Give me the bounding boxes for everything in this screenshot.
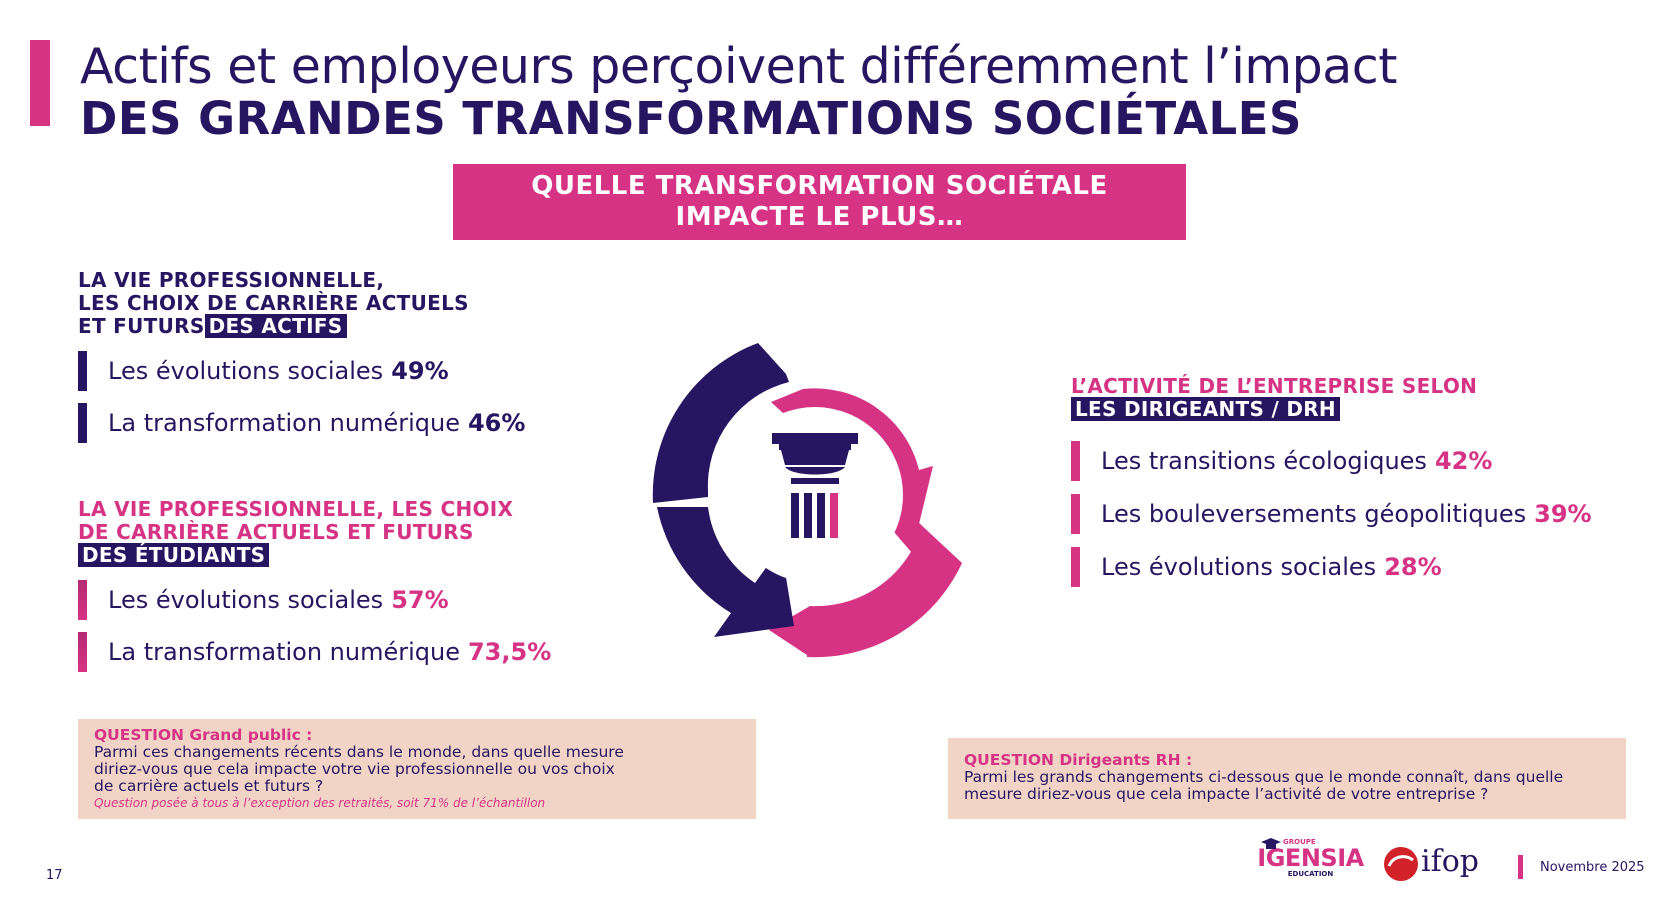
dirigeants-stat-row: Les transitions écologiques 42%: [1071, 441, 1492, 481]
page-title-line2: DES GRANDES TRANSFORMATIONS SOCIÉTALES: [80, 92, 1302, 145]
etudiants-stat-row: La transformation numérique 73,5%: [78, 632, 551, 672]
stat-label: Les évolutions sociales: [1101, 553, 1377, 581]
stat-label: Les transitions écologiques: [1101, 447, 1427, 475]
stat-value: 28%: [1384, 553, 1442, 581]
dirigeants-heading-highlight: LES DIRIGEANTS / DRH: [1071, 397, 1340, 421]
igensia-logo-bottom: EDUCATION: [1287, 870, 1334, 878]
stat-bar: [78, 351, 87, 391]
dirigeants-stat-row: Les évolutions sociales 28%: [1071, 547, 1442, 587]
stat-label: Les évolutions sociales: [108, 586, 384, 614]
stat-value: 39%: [1534, 500, 1592, 528]
etudiants-heading-line1: LA VIE PROFESSIONNELLE, LES CHOIX: [78, 497, 514, 521]
actifs-stat-row: Les évolutions sociales 49%: [78, 351, 449, 391]
graduation-cap-icon: [1261, 838, 1281, 849]
question-dirigeants-title: QUESTION Dirigeants RH :: [964, 751, 1193, 769]
actifs-heading: LA VIE PROFESSIONNELLE, LES CHOIX DE CAR…: [78, 269, 469, 338]
cycle-arrow-bottom-right: [769, 508, 962, 658]
stat-bar: [78, 632, 87, 672]
question-public-line2: diriez-vous que cela impacte votre vie p…: [94, 760, 615, 778]
igensia-logo: GROUPE IGENSIA EDUCATION: [1253, 838, 1368, 888]
cycle-arrow-left-lower: [657, 507, 794, 637]
question-banner: QUELLE TRANSFORMATION SOCIÉTALE IMPACTE …: [453, 164, 1186, 240]
title-accent-bar: [30, 40, 50, 126]
question-public-line3: de carrière actuels et futurs ?: [94, 777, 324, 795]
actifs-stat-row: La transformation numérique 46%: [78, 403, 525, 443]
etudiants-heading-line2: DE CARRIÈRE ACTUELS ET FUTURS: [78, 520, 474, 544]
igensia-logo-main: IGENSIA: [1257, 844, 1364, 872]
column-icon: [772, 433, 858, 538]
banner-line1: QUELLE TRANSFORMATION SOCIÉTALE: [531, 171, 1108, 201]
dirigeants-stat-row: Les bouleversements géopolitiques 39%: [1071, 494, 1592, 534]
ifop-logo: ifop: [1383, 840, 1493, 885]
actifs-heading-line3: ET FUTURS: [78, 314, 205, 338]
etudiants-heading-highlight: DES ÉTUDIANTS: [78, 543, 270, 567]
dirigeants-heading-line1: L’ACTIVITÉ DE L’ENTREPRISE SELON: [1071, 374, 1478, 398]
actifs-heading-highlight: DES ACTIFS: [204, 314, 347, 338]
question-dirigeants-line2: mesure diriez-vous que cela impacte l’ac…: [964, 785, 1489, 803]
stat-bar: [1071, 494, 1080, 534]
footer-separator: [1518, 855, 1523, 879]
footer-date: Novembre 2025: [1540, 860, 1645, 875]
actifs-heading-line1: LA VIE PROFESSIONNELLE,: [78, 268, 385, 292]
stat-bar: [1071, 441, 1080, 481]
question-public-line1: Parmi ces changements récents dans le mo…: [94, 743, 624, 761]
question-public-title: QUESTION Grand public :: [94, 726, 313, 744]
page-title-line1: Actifs et employeurs perçoivent différem…: [80, 38, 1397, 95]
cycle-graphic: [652, 343, 962, 658]
question-box-dirigeants: QUESTION Dirigeants RH : Parmi les grand…: [948, 738, 1626, 819]
stat-value: 49%: [391, 357, 449, 385]
ifop-logo-text: ifop: [1421, 844, 1479, 879]
igensia-logo-top: GROUPE: [1283, 838, 1316, 846]
stat-bar: [1071, 547, 1080, 587]
question-public-note: Question posée à tous à l’exception des …: [94, 796, 546, 810]
actifs-heading-line2: LES CHOIX DE CARRIÈRE ACTUELS: [78, 291, 469, 315]
etudiants-heading: LA VIE PROFESSIONNELLE, LES CHOIX DE CAR…: [78, 498, 513, 567]
stat-value: 73,5%: [467, 638, 552, 666]
stat-label: Les bouleversements géopolitiques: [1101, 500, 1527, 528]
page-number: 17: [46, 868, 63, 883]
stat-label: La transformation numérique: [108, 638, 460, 666]
etudiants-stat-row: Les évolutions sociales 57%: [78, 580, 449, 620]
banner-line2: IMPACTE LE PLUS…: [675, 202, 964, 232]
stat-bar: [78, 580, 87, 620]
stat-value: 42%: [1434, 447, 1493, 475]
stat-value: 46%: [467, 409, 526, 437]
stat-label: Les évolutions sociales: [108, 357, 384, 385]
cycle-arrow-left-upper: [652, 343, 789, 503]
dirigeants-heading: L’ACTIVITÉ DE L’ENTREPRISE SELON LES DIR…: [1071, 375, 1477, 421]
ifop-circle-icon: [1384, 847, 1418, 881]
stat-label: La transformation numérique: [108, 409, 460, 437]
question-dirigeants-line1: Parmi les grands changements ci-dessous …: [964, 768, 1564, 786]
stat-bar: [78, 403, 87, 443]
question-box-public: QUESTION Grand public : Parmi ces change…: [78, 719, 756, 819]
stat-value: 57%: [391, 586, 449, 614]
